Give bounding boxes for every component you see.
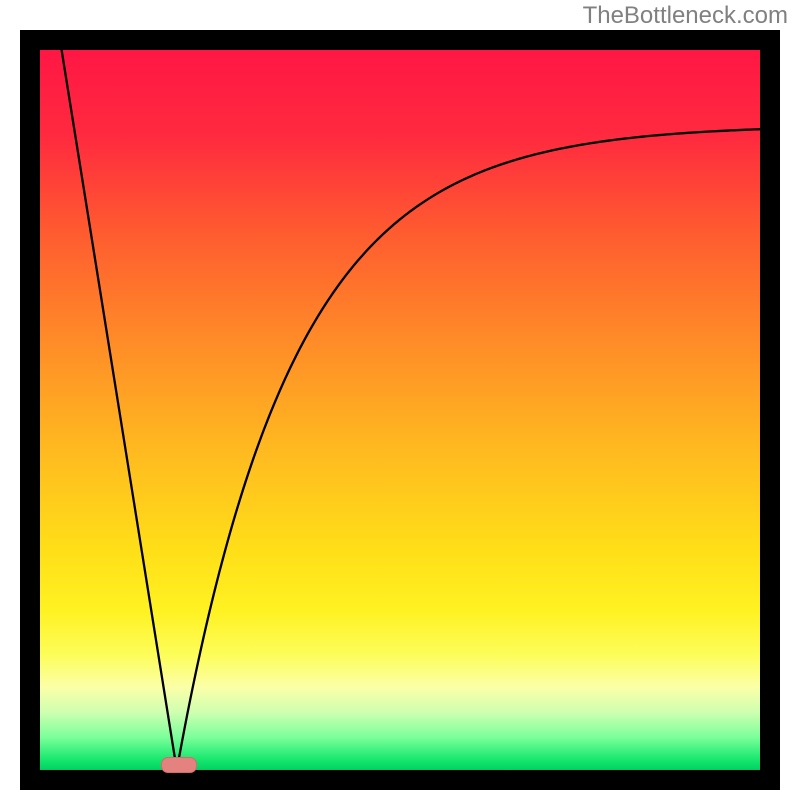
chart-stage: TheBottleneck.com [0,0,800,800]
optimum-marker [161,757,197,773]
bottleneck-curve [40,50,760,770]
watermark-text: TheBottleneck.com [583,2,788,30]
plot-frame [20,30,780,790]
